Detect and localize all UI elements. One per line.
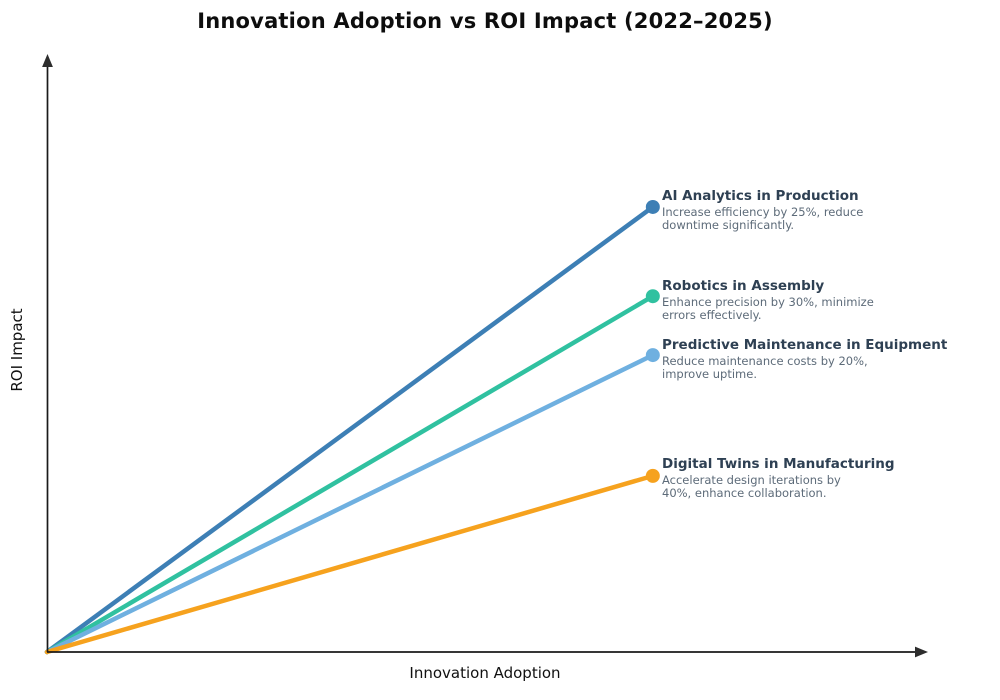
y-axis-label: ROI Impact (8, 308, 26, 392)
series-annotation-title: Digital Twins in Manufacturing (662, 456, 895, 472)
series-line-digital-twins-in-manufacturing (44, 473, 656, 655)
x-axis-arrowhead-icon (915, 646, 928, 658)
series-dot-ai-analytics-in-production (645, 199, 660, 214)
series-annotation-description: Enhance precision by 30%, minimize error… (662, 295, 874, 323)
series-annotation-description: Reduce maintenance costs by 20%, improve… (662, 354, 868, 382)
series-dot-digital-twins-in-manufacturing (645, 468, 660, 483)
x-axis-label: Innovation Adoption (409, 664, 561, 682)
series-annotation-title: AI Analytics in Production (662, 188, 859, 204)
series-annotation-predictive-maintenance: Predictive Maintenance in Equipment Redu… (662, 337, 962, 381)
series-annotation-robotics: Robotics in Assembly Enhance precision b… (662, 278, 962, 322)
series-annotation-ai-analytics: AI Analytics in Production Increase effi… (662, 188, 962, 232)
series-dot-robotics-in-assembly (645, 289, 660, 304)
series-line-robotics-in-assembly (44, 293, 656, 655)
series-line-ai-analytics-in-production (44, 204, 656, 655)
series-dot-predictive-maintenance-in-equipment (645, 348, 660, 363)
series-line-predictive-maintenance-in-equipment (44, 352, 656, 655)
series-annotation-title: Predictive Maintenance in Equipment (662, 337, 948, 353)
chart-title: Innovation Adoption vs ROI Impact (2022–… (197, 9, 773, 33)
y-axis-arrowhead-icon (42, 54, 53, 67)
series-annotation-description: Increase efficiency by 25%, reduce downt… (662, 205, 864, 233)
series-annotation-digital-twins: Digital Twins in Manufacturing Accelerat… (662, 456, 962, 500)
series-annotation-description: Accelerate design iterations by 40%, enh… (662, 473, 841, 501)
series-annotation-title: Robotics in Assembly (662, 278, 825, 294)
